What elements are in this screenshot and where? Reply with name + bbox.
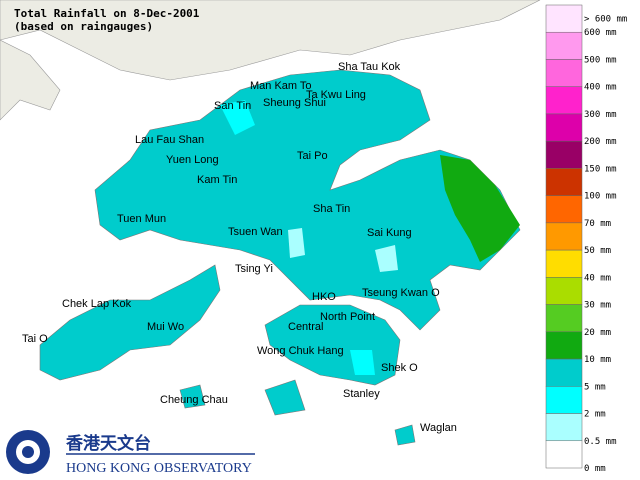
logo-english: HONG KONG OBSERVATORY <box>66 461 252 476</box>
legend-swatch <box>545 440 583 469</box>
place-label: Ta Kwu Ling <box>306 89 366 101</box>
legend-swatch <box>545 222 583 251</box>
place-label: Sha Tau Kok <box>338 61 401 73</box>
legend-label: 400 mm <box>584 83 617 93</box>
new-territories <box>94 69 521 331</box>
place-label: Sheung Shui <box>263 97 326 109</box>
legend-label: 50 mm <box>584 246 611 256</box>
legend-swatch <box>545 140 583 169</box>
legend-label: 200 mm <box>584 137 617 147</box>
place-label: Tai Po <box>297 150 328 162</box>
legend-label: 30 mm <box>584 301 611 311</box>
legend-swatch <box>545 31 583 60</box>
place-label: Man Kam To <box>250 80 312 92</box>
place-label: Cheung Chau <box>160 394 228 406</box>
place-label: San Tin <box>214 100 251 112</box>
legend-swatch <box>545 86 583 115</box>
legend-swatch <box>545 413 583 442</box>
rain-area <box>350 350 375 375</box>
place-label: HKO <box>312 291 336 303</box>
legend-swatch <box>545 249 583 278</box>
island <box>394 424 416 446</box>
legend-swatch <box>545 4 583 33</box>
place-label: North Point <box>320 311 375 323</box>
rain-area <box>220 100 255 135</box>
rain-area <box>288 228 305 258</box>
legend-label: 500 mm <box>584 55 617 65</box>
legend-label: > 600 mm <box>584 15 627 25</box>
legend-label: 5 mm <box>584 382 606 392</box>
title: Total Rainfall on 8-Dec-2001 <box>14 7 200 20</box>
mainland-west <box>0 39 61 121</box>
lantau <box>39 264 221 381</box>
place-label: Tuen Mun <box>117 213 166 225</box>
place-label: Mui Wo <box>147 321 184 333</box>
legend-label: 300 mm <box>584 110 617 120</box>
logo-mark <box>22 446 34 458</box>
legend-swatch <box>545 304 583 333</box>
place-label: Tai O <box>22 333 48 345</box>
lamma <box>264 379 306 416</box>
legend-swatch <box>545 386 583 414</box>
place-label: Yuen Long <box>166 154 219 166</box>
legend-label: 100 mm <box>584 192 617 202</box>
place-label: Wong Chuk Hang <box>257 345 344 357</box>
legend-label: 0.5 mm <box>584 437 617 447</box>
legend-swatch <box>545 277 583 305</box>
legend-swatch <box>545 59 583 87</box>
cheung-chau <box>179 384 206 409</box>
place-label: Sha Tin <box>313 203 350 215</box>
place-label: Tseung Kwan O <box>362 287 440 299</box>
place-label: Tsing Yi <box>235 263 273 275</box>
legend-swatch <box>545 113 583 142</box>
legend-label: 2 mm <box>584 410 606 420</box>
legend-swatch <box>545 195 583 224</box>
place-label: Lau Fau Shan <box>135 134 204 146</box>
subtitle: (based on raingauges) <box>14 20 153 33</box>
rain-area <box>375 245 398 272</box>
legend-label: 40 mm <box>584 273 611 283</box>
place-label: Stanley <box>343 388 380 400</box>
place-label: Kam Tin <box>197 174 237 186</box>
place-label: Waglan <box>420 422 457 434</box>
place-label: Chek Lap Kok <box>62 298 132 310</box>
legend-label: 20 mm <box>584 328 611 338</box>
legend-label: 600 mm <box>584 28 617 38</box>
legend-swatch <box>545 331 583 360</box>
place-label: Sai Kung <box>367 227 412 239</box>
legend: > 600 mm 600 mm 500 mm 400 mm 300 mm 200 mm 15… <box>545 4 627 474</box>
mainland <box>0 0 541 81</box>
legend-label: 70 mm <box>584 219 611 229</box>
place-label: Shek O <box>381 362 418 374</box>
place-label: Tsuen Wan <box>228 226 283 238</box>
heavy-rain-area <box>440 155 520 262</box>
legend-label: 10 mm <box>584 355 611 365</box>
legend-label: 150 mm <box>584 164 617 174</box>
logo: 香港天文台 HONG KONG OBSERVATORY <box>6 430 255 476</box>
logo-chinese: 香港天文台 <box>66 433 151 454</box>
legend-swatch <box>545 358 583 387</box>
legend-label: 0 mm <box>584 464 606 474</box>
legend-swatch <box>545 168 583 196</box>
place-label: Central <box>288 321 323 333</box>
